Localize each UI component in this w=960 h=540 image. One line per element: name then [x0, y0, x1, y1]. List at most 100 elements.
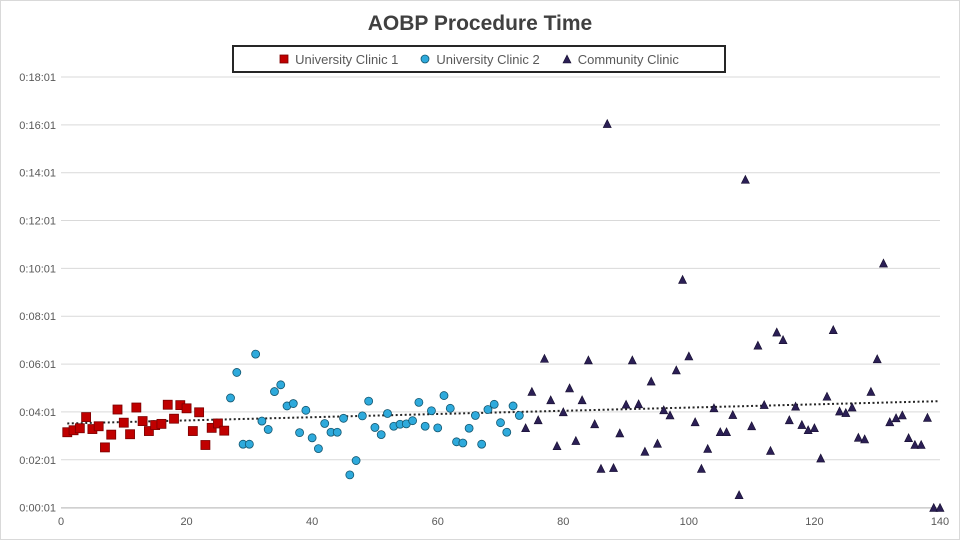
y-tick-label: 0:08:01 — [19, 311, 56, 323]
data-point-university-clinic-1 — [169, 413, 179, 424]
data-point-university-clinic-2 — [257, 416, 267, 426]
legend-label: University Clinic 1 — [295, 51, 399, 67]
data-point-community-clinic — [929, 502, 939, 512]
x-tick-label: 0 — [58, 516, 64, 528]
y-tick-label: 0:06:01 — [19, 359, 56, 371]
data-point-community-clinic — [740, 174, 750, 184]
data-point-university-clinic-1 — [112, 404, 123, 415]
data-point-university-clinic-2 — [458, 438, 468, 448]
y-tick-label: 0:14:01 — [19, 168, 56, 180]
data-point-university-clinic-1 — [74, 423, 85, 434]
data-point-community-clinic — [558, 407, 568, 417]
data-point-community-clinic — [791, 401, 801, 411]
data-point-university-clinic-1 — [100, 442, 110, 453]
data-point-university-clinic-1 — [156, 418, 167, 429]
data-point-community-clinic — [879, 258, 888, 268]
data-point-university-clinic-2 — [357, 411, 367, 421]
data-point-university-clinic-2 — [345, 470, 355, 480]
data-point-community-clinic — [583, 355, 593, 365]
circle-marker-icon — [421, 54, 430, 64]
data-point-community-clinic — [847, 402, 857, 412]
data-point-community-clinic — [646, 376, 656, 386]
data-point-university-clinic-1 — [131, 402, 142, 413]
data-point-community-clinic — [652, 438, 662, 448]
data-point-community-clinic — [797, 419, 807, 429]
legend-label: Community Clinic — [577, 51, 679, 67]
data-point-community-clinic — [828, 325, 838, 334]
data-point-community-clinic — [784, 415, 794, 425]
legend-item-university-clinic-1: University Clinic 1 — [279, 52, 398, 67]
data-point-community-clinic — [552, 441, 562, 451]
data-point-community-clinic — [640, 446, 650, 456]
data-point-university-clinic-1 — [181, 403, 192, 414]
data-point-university-clinic-2 — [408, 416, 418, 426]
data-point-community-clinic — [778, 334, 788, 344]
data-point-university-clinic-2 — [301, 405, 311, 415]
data-point-community-clinic — [891, 413, 901, 423]
data-point-community-clinic — [715, 427, 725, 437]
y-tick-label: 0:04:01 — [19, 407, 56, 419]
data-point-university-clinic-2 — [307, 433, 317, 443]
data-point-community-clinic — [546, 395, 556, 405]
data-point-community-clinic — [684, 351, 694, 361]
legend-item-university-clinic-2: University Clinic 2 — [420, 52, 540, 67]
data-point-community-clinic — [602, 118, 612, 128]
x-tick-label: 60 — [432, 516, 444, 528]
data-point-community-clinic — [765, 445, 775, 455]
data-point-community-clinic — [759, 399, 769, 409]
data-point-community-clinic — [722, 427, 732, 437]
data-point-university-clinic-2 — [376, 430, 386, 440]
data-point-university-clinic-1 — [187, 426, 198, 436]
data-point-university-clinic-1 — [81, 412, 92, 422]
data-point-community-clinic — [904, 433, 914, 443]
x-tick-label: 80 — [557, 516, 569, 528]
data-point-university-clinic-2 — [244, 439, 254, 449]
y-tick-label: 0:00:01 — [19, 503, 56, 515]
data-point-university-clinic-1 — [219, 425, 230, 436]
data-point-community-clinic — [590, 419, 600, 429]
data-point-community-clinic — [577, 395, 587, 405]
data-point-community-clinic — [734, 490, 744, 500]
data-point-university-clinic-1 — [137, 416, 148, 426]
data-point-university-clinic-1 — [162, 399, 173, 410]
data-point-university-clinic-2 — [288, 399, 298, 408]
x-tick-label: 100 — [680, 516, 698, 528]
data-point-university-clinic-2 — [483, 405, 493, 414]
data-point-university-clinic-2 — [314, 444, 323, 453]
data-point-university-clinic-2 — [433, 423, 443, 433]
data-point-university-clinic-2 — [332, 427, 342, 437]
data-point-community-clinic — [747, 421, 757, 431]
data-point-community-clinic — [728, 409, 738, 419]
data-point-university-clinic-2 — [464, 423, 474, 433]
data-point-university-clinic-1 — [118, 417, 129, 428]
data-point-community-clinic — [571, 435, 581, 445]
data-point-university-clinic-2 — [502, 427, 512, 437]
data-point-university-clinic-2 — [489, 399, 499, 409]
data-point-community-clinic — [634, 399, 644, 409]
data-point-community-clinic — [671, 365, 681, 375]
gridlines — [61, 76, 940, 509]
data-point-university-clinic-2 — [420, 421, 430, 431]
data-point-community-clinic — [621, 399, 631, 409]
data-point-community-clinic — [659, 405, 669, 415]
legend: University Clinic 1 University Clinic 2 … — [232, 45, 726, 73]
data-point-community-clinic — [916, 439, 926, 449]
data-point-university-clinic-2 — [263, 425, 273, 434]
x-tick-label: 140 — [931, 516, 949, 528]
data-point-university-clinic-2 — [270, 387, 279, 396]
x-tick-label: 40 — [306, 516, 318, 528]
data-point-community-clinic — [922, 412, 932, 422]
data-point-community-clinic — [910, 439, 920, 449]
data-point-community-clinic — [872, 354, 882, 364]
data-point-university-clinic-1 — [143, 426, 154, 436]
data-point-community-clinic — [615, 428, 625, 438]
data-point-university-clinic-1 — [200, 440, 211, 450]
data-point-university-clinic-1 — [93, 421, 104, 432]
data-point-community-clinic — [897, 410, 907, 420]
data-point-university-clinic-2 — [445, 403, 455, 413]
y-tick-label: 0:10:01 — [19, 263, 56, 275]
data-point-university-clinic-2 — [320, 419, 330, 428]
data-point-community-clinic — [935, 502, 945, 512]
data-point-university-clinic-2 — [477, 439, 487, 449]
